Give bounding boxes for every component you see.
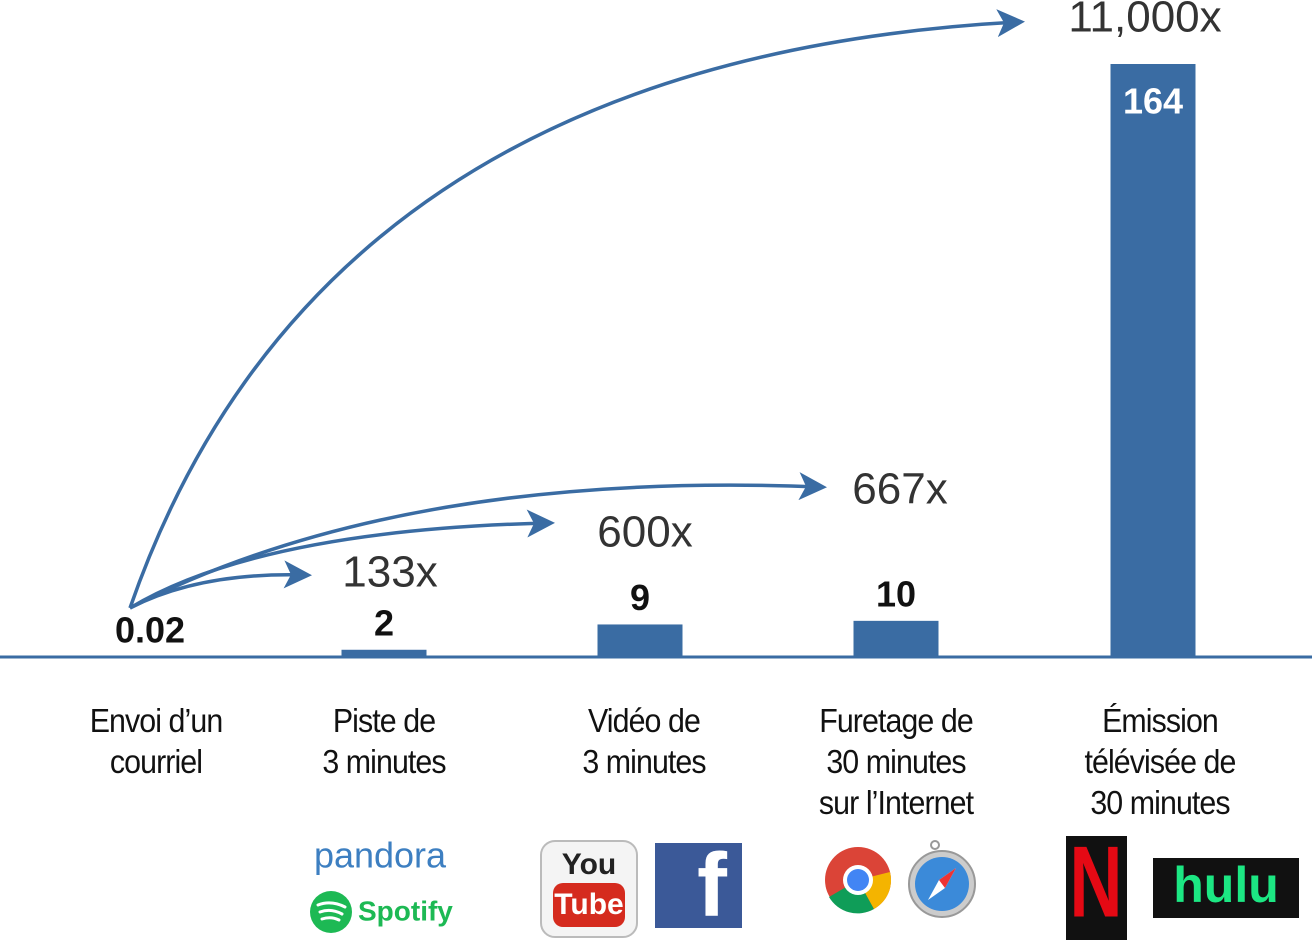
ratio-label: 133x	[342, 548, 437, 597]
category-label: Piste de 3 minutes	[322, 702, 446, 780]
logo-text: hulu	[1173, 857, 1279, 913]
spotify-logo: Spotify	[310, 891, 453, 933]
ratio-label: 11,000x	[1068, 0, 1221, 42]
ratio-arrow	[128, 9, 1025, 609]
value-label: 164	[1123, 81, 1183, 122]
ratio-arrow	[129, 509, 555, 610]
pandora-logo: pandora	[314, 835, 447, 876]
bar	[1110, 64, 1196, 657]
logo-text: You	[562, 848, 616, 881]
logo-text: N	[1069, 825, 1122, 938]
ratio-label: 600x	[597, 508, 692, 557]
safari-logo	[908, 840, 976, 918]
facebook-logo: f	[655, 836, 742, 936]
bar	[597, 624, 683, 657]
logo-text: Tube	[554, 888, 623, 921]
hulu-logo: hulu	[1153, 857, 1299, 918]
ratio-arrow	[129, 560, 312, 610]
value-label: 0.02	[115, 609, 185, 650]
youtube-logo: You Tube	[540, 840, 638, 938]
category-label: Envoi d’un courriel	[89, 702, 224, 780]
logo-text: f	[697, 836, 728, 936]
ratio-arrow	[129, 472, 827, 610]
category-label: Vidéo de 3 minutes	[582, 702, 706, 780]
logo-text: pandora	[314, 835, 447, 876]
value-label: 10	[876, 573, 916, 614]
category-label: Émission télévisée de 30 minutes	[1084, 702, 1237, 821]
category-label: Furetage de 30 minutes sur l’Internet	[818, 702, 974, 821]
value-label: 9	[630, 577, 650, 618]
value-label: 2	[374, 602, 394, 643]
netflix-logo: N	[1066, 825, 1127, 940]
bar	[853, 620, 939, 657]
logo-text: Spotify	[358, 895, 453, 926]
chrome-logo	[825, 847, 892, 914]
ratio-label: 667x	[852, 465, 947, 514]
bar	[341, 649, 427, 657]
